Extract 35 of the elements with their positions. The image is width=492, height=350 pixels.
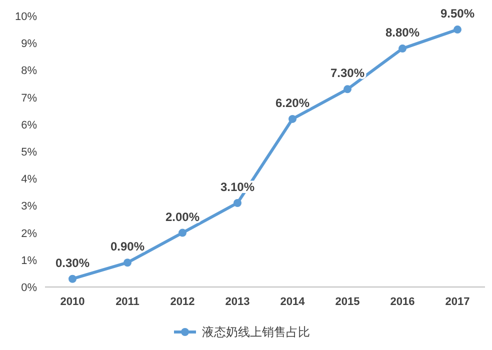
data-label: 6.20% — [275, 96, 310, 110]
x-tick-label: 2016 — [390, 296, 415, 308]
point — [124, 258, 132, 267]
data-label: 2.00% — [165, 210, 200, 224]
point — [288, 114, 296, 123]
y-tick-label: 2% — [21, 228, 38, 240]
x-tick-label: 2017 — [445, 296, 470, 308]
x-tick-label: 2012 — [170, 296, 195, 308]
data-label: 0.90% — [110, 240, 145, 254]
point — [344, 85, 352, 94]
data-label: 0.30% — [55, 256, 90, 270]
y-tick-label: 7% — [21, 92, 38, 104]
point — [178, 228, 186, 237]
data-label: 8.80% — [385, 26, 420, 40]
y-tick-label: 4% — [21, 174, 38, 186]
legend-label: 液态奶线上销售占比 — [202, 325, 310, 339]
y-tick-label: 10% — [14, 11, 38, 23]
data-label: 9.50% — [440, 6, 475, 21]
x-tick-label: 2010 — [60, 296, 85, 308]
y-tick-label: 1% — [21, 254, 38, 267]
point — [68, 274, 76, 283]
data-label: 7.30% — [330, 66, 365, 80]
x-tick-label: 2011 — [116, 296, 140, 308]
y-tick-label: 0% — [21, 282, 38, 294]
point — [454, 26, 462, 34]
x-tick-label: 2013 — [225, 296, 250, 308]
point — [398, 44, 406, 53]
y-tick-label: 9% — [21, 38, 38, 50]
y-tick-label: 3% — [21, 200, 38, 213]
y-tick-label: 6% — [21, 119, 38, 132]
x-tick-label: 2014 — [280, 296, 306, 308]
point — [234, 198, 242, 207]
x-tick-label: 2015 — [335, 296, 360, 308]
y-tick-label: 8% — [21, 65, 38, 78]
y-tick-label: 5% — [21, 146, 38, 158]
